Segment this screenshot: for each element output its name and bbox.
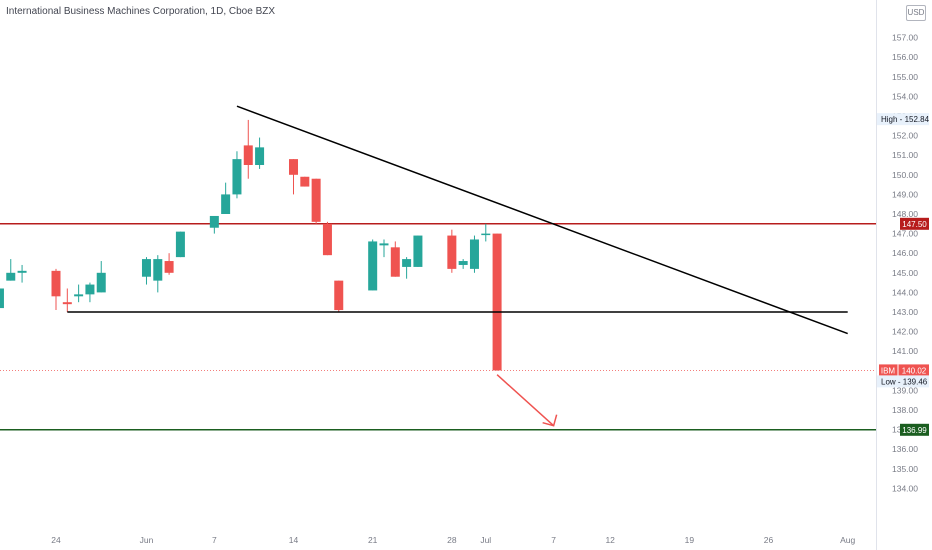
candle-body [334,280,344,311]
price-label-value: 140.02 [902,366,927,375]
candle-body [153,259,163,281]
candle-body [6,272,16,281]
y-tick-label: 147.00 [892,229,918,239]
candle-body [311,178,321,222]
y-tick-label: 144.00 [892,287,918,297]
price-label-resistance: 147.50 [900,217,929,230]
candle-body [469,239,479,269]
price-label-bg [900,217,929,230]
y-tick-label: 157.00 [892,33,918,43]
y-tick-label: 145.00 [892,268,918,278]
x-tick-label: 14 [289,535,299,545]
trendline [236,105,848,335]
x-tick-label: 12 [605,535,615,545]
price-label-bg [877,113,929,126]
candle-body [322,223,332,256]
candle-body [447,235,457,269]
price-label-low: Low - 139.46 [877,375,929,388]
candle-body [243,145,253,165]
y-tick-label: 134.00 [892,483,918,493]
y-tick-label: 154.00 [892,91,918,101]
candle-body [74,294,84,297]
y-tick-label: 151.00 [892,150,918,160]
chart-title: International Business Machines Corporat… [6,6,276,17]
candle-body [232,159,242,195]
candle-body [62,302,72,305]
horizontal-level-lines [0,223,876,431]
currency-label[interactable]: USD [906,5,926,21]
price-label-bg [900,423,929,436]
time-axis: 24 Jun 7 14 21 28 Jul 7 12 19 26 Aug [51,535,855,545]
price-label-value: 147.50 [902,220,927,229]
y-tick-label: 148.00 [892,209,918,219]
drawings-group [67,105,848,427]
candle-body [289,159,299,175]
candle-body [0,288,4,309]
y-tick-label: 135.00 [892,464,918,474]
candle-body [368,241,378,291]
x-tick-label: 7 [551,535,556,545]
candle-body [458,261,468,265]
y-tick-label: 141.00 [892,346,918,356]
target-arrow-head [542,414,558,427]
y-tick-label: 155.00 [892,72,918,82]
x-tick-label: 24 [51,535,61,545]
x-tick-label: Jul [480,535,491,545]
candles-group [0,119,502,371]
candle-body [17,270,27,273]
price-labels: High - 152.84 147.50 IBM 140.02 Low - 139.46… [877,113,930,436]
y-tick-label: 150.00 [892,170,918,180]
candle-body [175,231,185,258]
y-tick-label: 142.00 [892,327,918,337]
price-label-bg [879,364,929,377]
candle-body [413,235,423,267]
candle-body [300,176,310,187]
price-label-text: High - 152.84 [881,115,930,124]
y-tick-label: 136.00 [892,444,918,454]
candle-body [164,261,174,273]
candle-body [85,284,95,295]
candle-body [51,270,61,297]
x-tick-label: 21 [368,535,378,545]
price-label-high: High - 152.84 [877,113,930,126]
candle-body [141,259,151,277]
price-label-target: 136.99 [900,423,929,436]
y-tick-label: 156.00 [892,52,918,62]
y-tick-label: 139.00 [892,385,918,395]
target-arrow-shaft [496,374,555,427]
price-label-last: IBM 140.02 [879,364,929,377]
candle-body [390,247,400,277]
y-tick-label: 138.00 [892,405,918,415]
price-label-bg [877,375,929,388]
x-tick-label: Aug [840,535,855,545]
candle-body [209,215,219,228]
candle-body [481,233,491,236]
candle-body [255,147,265,165]
price-label-text: Low - 139.46 [881,377,928,386]
candle-body [221,194,231,214]
x-tick-label: 7 [212,535,217,545]
candle-body [379,243,389,246]
candle-body [402,259,412,267]
y-tick-label: 146.00 [892,248,918,258]
y-tick-label: 143.00 [892,307,918,317]
price-label-value: 136.99 [902,426,927,435]
candle-body [492,233,502,371]
x-tick-label: 28 [447,535,457,545]
candle-body [96,272,106,293]
y-tick-label: 152.00 [892,131,918,141]
x-tick-label: Jun [140,535,154,545]
x-tick-label: 26 [764,535,774,545]
y-tick-label: 149.00 [892,189,918,199]
price-label-symbol: IBM [881,366,896,375]
x-tick-label: 19 [685,535,695,545]
